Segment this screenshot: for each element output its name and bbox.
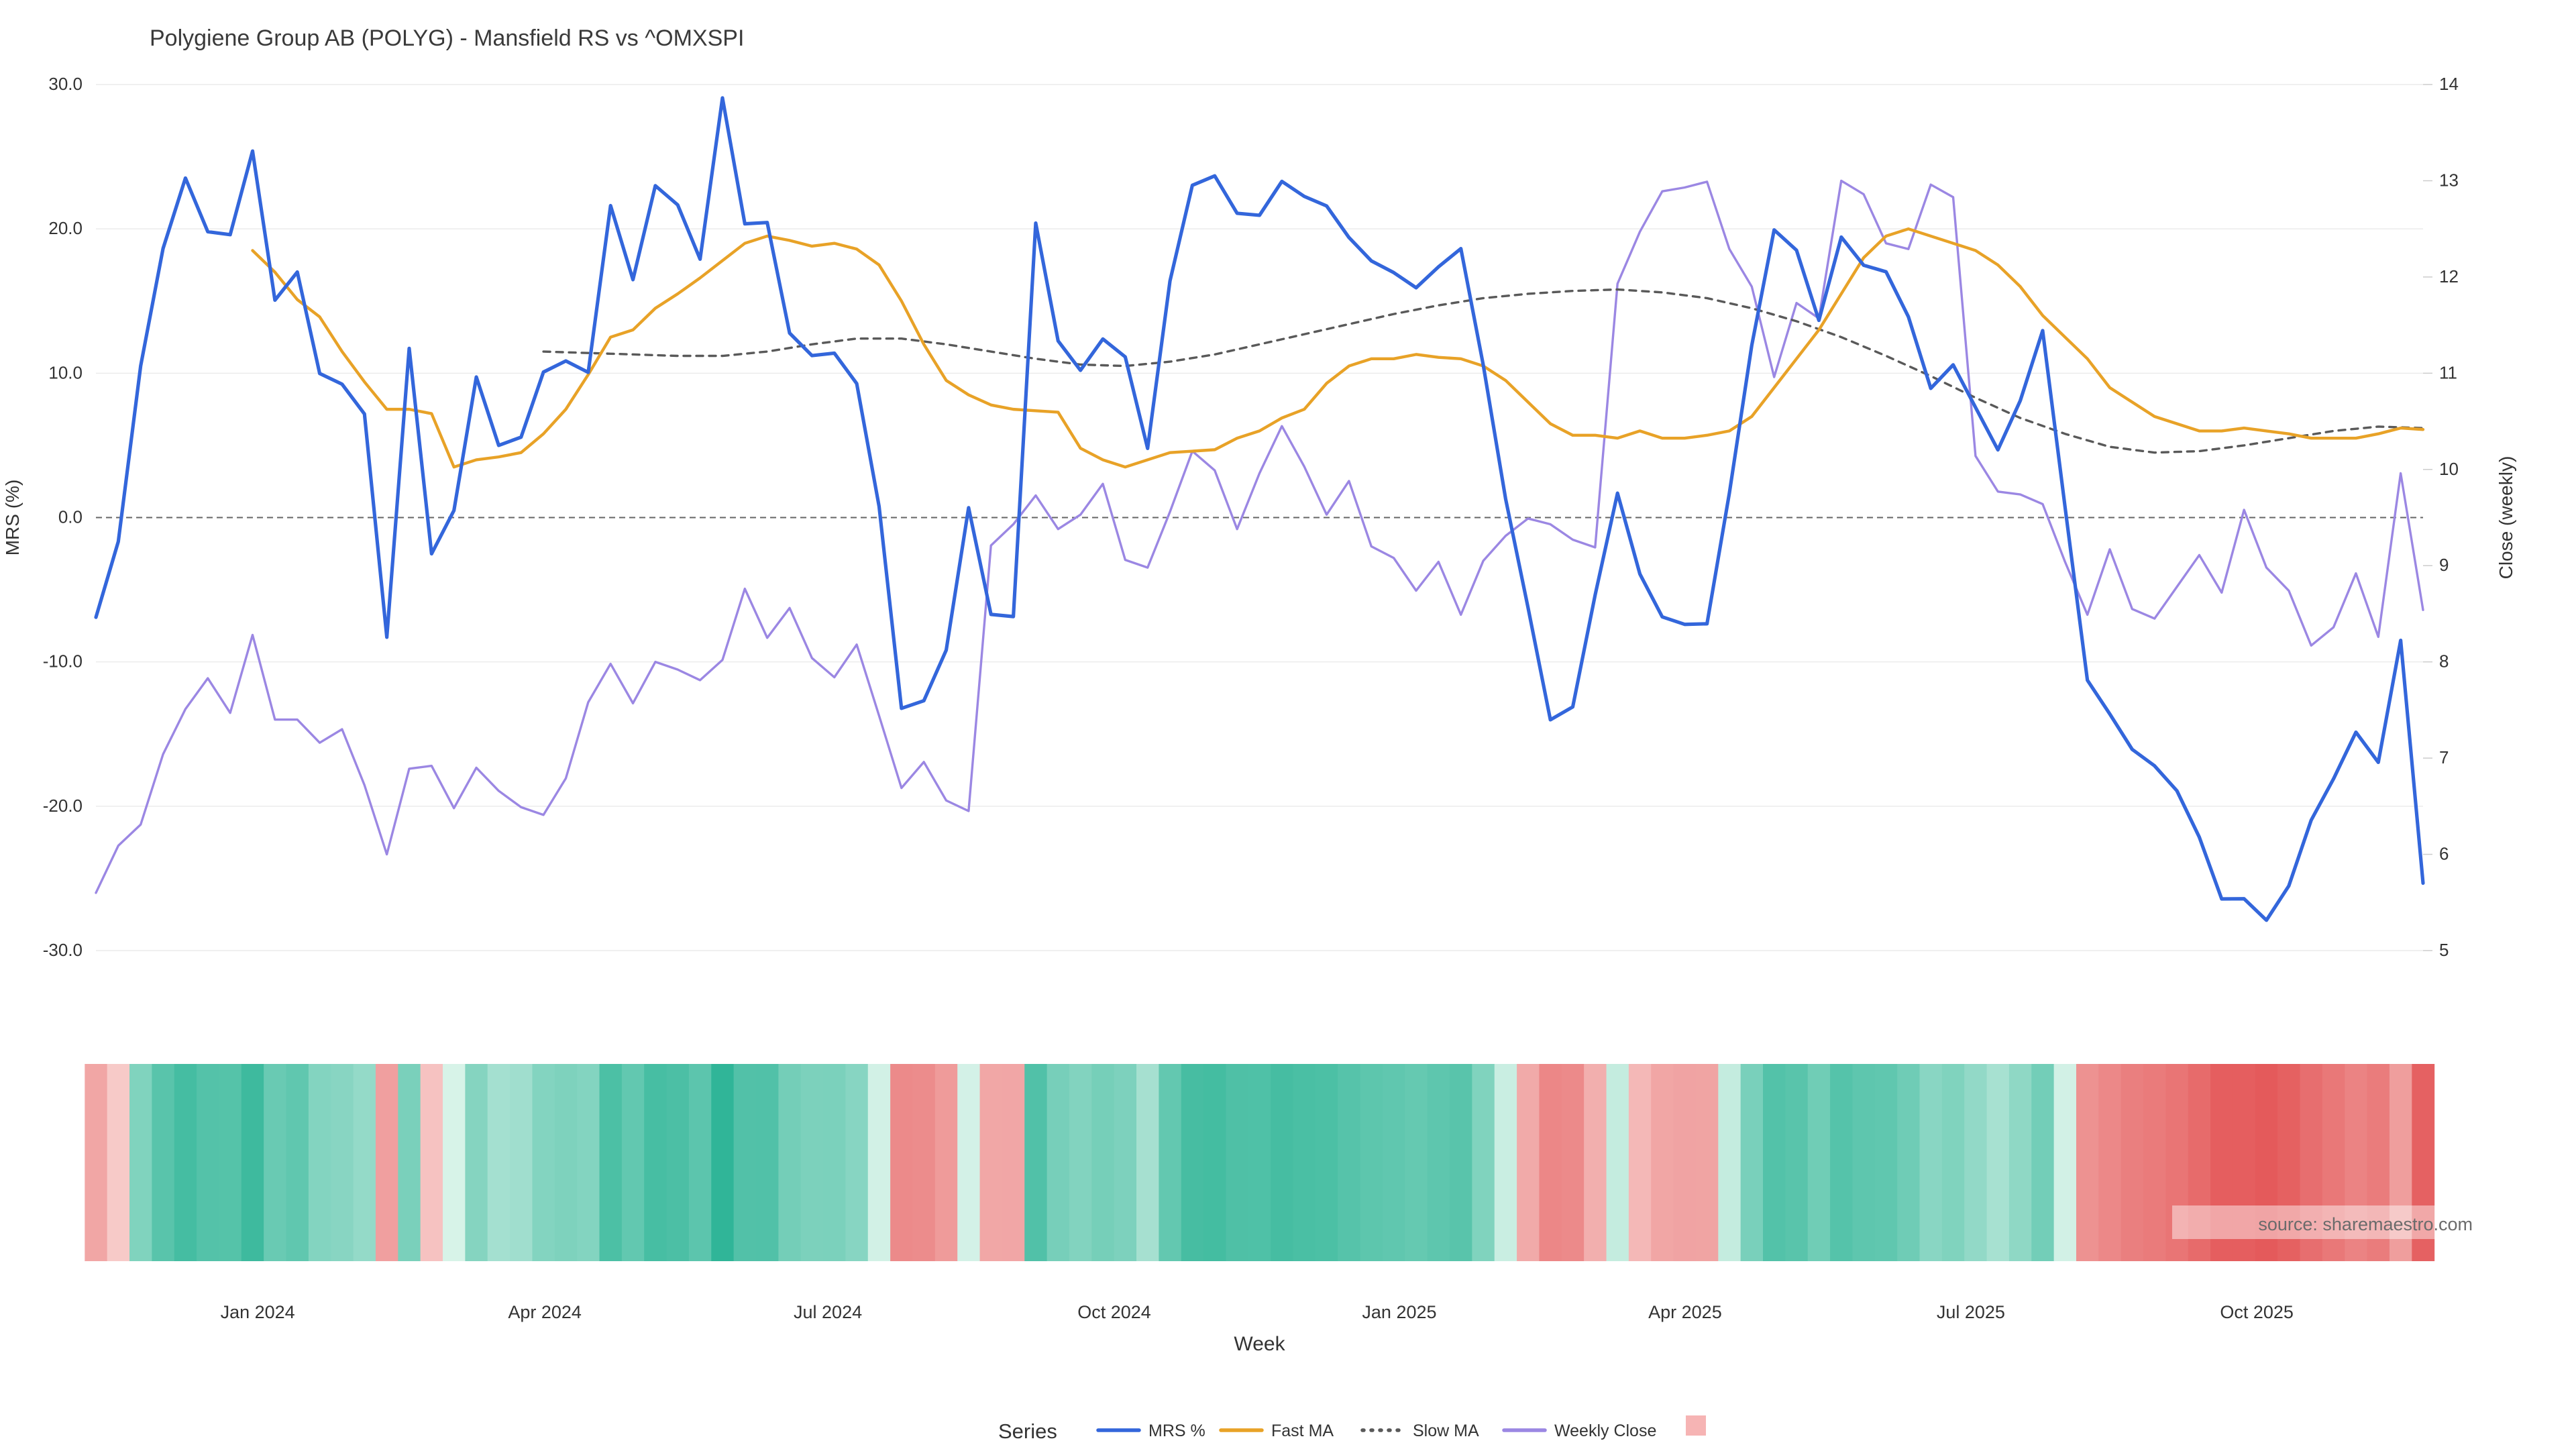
svg-text:Oct 2024: Oct 2024 <box>1077 1302 1151 1322</box>
svg-text:6: 6 <box>2439 844 2449 864</box>
svg-text:Jul 2024: Jul 2024 <box>794 1302 862 1322</box>
svg-text:source: sharemaestro.com: source: sharemaestro.com <box>2258 1214 2473 1234</box>
svg-text:Oct 2025: Oct 2025 <box>2220 1302 2294 1322</box>
svg-text:5: 5 <box>2439 940 2449 960</box>
svg-text:7: 7 <box>2439 747 2449 767</box>
svg-text:12: 12 <box>2439 266 2459 286</box>
svg-text:8: 8 <box>2439 651 2449 672</box>
svg-text:Fast MA: Fast MA <box>1271 1421 1334 1440</box>
svg-text:MRS %: MRS % <box>1148 1421 1205 1440</box>
svg-text:13: 13 <box>2439 170 2459 190</box>
svg-text:14: 14 <box>2439 74 2459 94</box>
svg-text:Apr 2024: Apr 2024 <box>508 1302 582 1322</box>
svg-text:0.0: 0.0 <box>58 507 83 527</box>
svg-text:Series: Series <box>998 1419 1057 1443</box>
svg-text:11: 11 <box>2439 362 2457 382</box>
svg-text:Jan 2024: Jan 2024 <box>221 1302 295 1322</box>
svg-text:Jul 2025: Jul 2025 <box>1937 1302 2005 1322</box>
svg-text:10: 10 <box>2439 459 2459 479</box>
svg-text:Jan 2025: Jan 2025 <box>1362 1302 1436 1322</box>
svg-text:10.0: 10.0 <box>48 362 83 382</box>
svg-text:9: 9 <box>2439 555 2449 575</box>
svg-text:MRS (%): MRS (%) <box>2 480 23 556</box>
svg-text:Weekly Close: Weekly Close <box>1554 1421 1656 1440</box>
svg-text:Week: Week <box>1234 1333 1285 1355</box>
svg-text:20.0: 20.0 <box>48 218 83 238</box>
svg-text:30.0: 30.0 <box>48 74 83 94</box>
svg-text:Close (weekly): Close (weekly) <box>2496 456 2516 580</box>
svg-text:-10.0: -10.0 <box>43 651 83 672</box>
svg-text:-30.0: -30.0 <box>43 940 83 960</box>
svg-text:Apr 2025: Apr 2025 <box>1648 1302 1722 1322</box>
svg-text:-20.0: -20.0 <box>43 796 83 816</box>
svg-text:Slow MA: Slow MA <box>1413 1421 1479 1440</box>
